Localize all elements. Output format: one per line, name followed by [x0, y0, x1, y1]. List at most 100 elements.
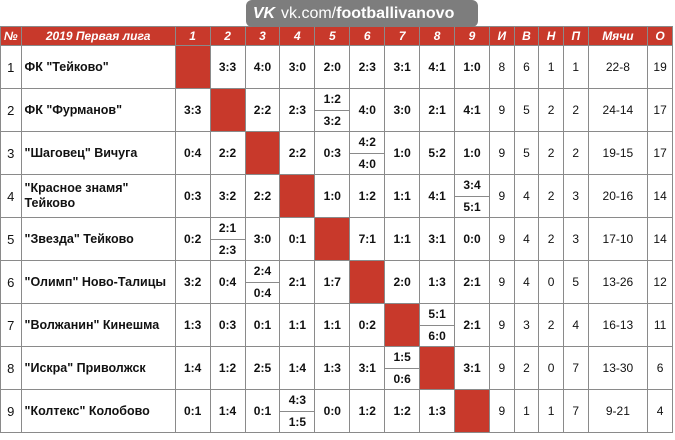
- stat-goals: 19-15: [587, 131, 649, 175]
- score-cell: 3:0: [384, 88, 421, 132]
- stat-draws: 2: [538, 131, 564, 175]
- stat-wins: 4: [513, 174, 540, 218]
- crosstable: № 2019 Первая лига 1 2 3 4 5 6 7 8 9 И В…: [0, 26, 673, 433]
- stat-draws: 1: [538, 45, 564, 89]
- table-row: 4 "Красное знамя" Тейково 0:3 3:2 2:2 1:0 1:2 1…: [0, 174, 673, 218]
- score-cell-second: 0:6: [384, 367, 421, 390]
- header-row: № 2019 Первая лига 1 2 3 4 5 6 7 8 9 И В…: [0, 26, 673, 46]
- stat-points: 14: [647, 217, 673, 261]
- score-cell: 3:2: [174, 260, 211, 304]
- diagonal-cell: [419, 346, 456, 390]
- team-number: 7: [0, 303, 22, 347]
- stat-points: 17: [647, 131, 673, 175]
- stat-goals: 22-8: [587, 45, 649, 89]
- header-games: И: [488, 26, 515, 46]
- stat-draws: 2: [538, 174, 564, 218]
- diagonal-cell: [244, 131, 281, 175]
- stat-points: 4: [647, 389, 673, 433]
- watermark: VK vk.com/footballivanovo: [246, 0, 478, 27]
- stat-games: 9: [488, 174, 515, 218]
- stat-wins: 1: [513, 389, 540, 433]
- score-cell: 4:0: [244, 45, 281, 89]
- score-cell: 0:3: [174, 174, 211, 218]
- stat-games: 8: [488, 45, 515, 89]
- stat-wins: 4: [513, 217, 540, 261]
- score-cell: 0:1: [244, 389, 281, 433]
- stat-goals: 13-26: [587, 260, 649, 304]
- score-cell: 4:0: [349, 88, 386, 132]
- score-cell: 2:1: [454, 303, 490, 347]
- score-cell: 1:2: [384, 389, 421, 433]
- team-number: 2: [0, 88, 22, 132]
- diagonal-cell: [454, 389, 490, 433]
- score-cell: 3:1: [384, 45, 421, 89]
- header-col-9: 9: [454, 26, 490, 46]
- score-cell: 1:1: [279, 303, 316, 347]
- score-cell: 3:0: [279, 45, 316, 89]
- watermark-site: footballivanovo: [336, 4, 455, 22]
- score-cell-second: 4:0: [349, 152, 386, 175]
- score-cell: 0:4: [209, 260, 246, 304]
- team-name: ФК "Фурманов": [20, 88, 176, 132]
- stat-losses: 7: [562, 389, 589, 433]
- score-cell: 3:1: [419, 217, 456, 261]
- score-cell: 4:3: [279, 389, 316, 412]
- score-cell-second: 1:5: [279, 410, 316, 433]
- score-cell: 3:1: [349, 346, 386, 390]
- header-col-1: 1: [174, 26, 211, 46]
- diagonal-cell: [209, 88, 246, 132]
- score-cell: 1:4: [174, 346, 211, 390]
- score-cell: 2:1: [279, 260, 316, 304]
- table-row: 2 ФК "Фурманов" 3:3 2:2 2:3 1:2 4:0 3:0 2:1 4:1 9 5…: [0, 88, 673, 132]
- score-cell-second: 3:2: [314, 109, 351, 132]
- diagonal-cell: [384, 303, 421, 347]
- stat-wins: 5: [513, 131, 540, 175]
- score-cell: 2:2: [279, 131, 316, 175]
- diagonal-cell: [314, 217, 351, 261]
- team-name: "Красное знамя" Тейково: [20, 174, 176, 218]
- score-cell: 1:2: [314, 88, 351, 111]
- stat-wins: 3: [513, 303, 540, 347]
- table-row: 6 "Олимп" Ново-Талицы 3:2 0:4 2:4 2:1 1:7 2:0 1:…: [0, 260, 673, 304]
- table-row-second-line: 3:2: [1, 109, 673, 132]
- score-cell: 0:2: [174, 217, 211, 261]
- vk-logo-icon: VK: [252, 4, 276, 22]
- stat-goals: 20-16: [587, 174, 649, 218]
- stat-goals: 13-30: [587, 346, 649, 390]
- diagonal-cell: [279, 174, 316, 218]
- score-cell: 1:0: [454, 45, 490, 89]
- table-row: 7 "Волжанин" Кинешма 1:3 0:3 0:1 1:1 1:1 0:2 5:1…: [0, 303, 673, 347]
- header-col-6: 6: [349, 26, 386, 46]
- score-cell: 3:4: [454, 174, 490, 197]
- score-cell: 2:4: [244, 260, 281, 283]
- score-cell: 1:0: [454, 131, 490, 175]
- score-cell: 1:7: [314, 260, 351, 304]
- score-cell-second: 2:3: [209, 238, 246, 261]
- score-cell: 3:0: [244, 217, 281, 261]
- score-cell: 0:1: [244, 303, 281, 347]
- score-cell: 1:3: [174, 303, 211, 347]
- score-cell: 2:1: [419, 88, 456, 132]
- score-cell: 0:3: [209, 303, 246, 347]
- score-cell: 1:3: [419, 260, 456, 304]
- header-league: 2019 Первая лига: [20, 26, 176, 46]
- stat-losses: 2: [562, 131, 589, 175]
- diagonal-cell: [349, 260, 386, 304]
- header-col-5: 5: [314, 26, 351, 46]
- header-col-4: 4: [279, 26, 316, 46]
- stat-points: 12: [647, 260, 673, 304]
- team-number: 9: [0, 389, 22, 433]
- table-row-second-line: 1:5: [1, 410, 673, 433]
- stat-draws: 2: [538, 88, 564, 132]
- stat-games: 9: [488, 131, 515, 175]
- score-cell: 1:4: [279, 346, 316, 390]
- stat-wins: 4: [513, 260, 540, 304]
- stat-goals: 24-14: [587, 88, 649, 132]
- stat-losses: 3: [562, 174, 589, 218]
- stat-losses: 2: [562, 88, 589, 132]
- score-cell: 2:5: [244, 346, 281, 390]
- stat-wins: 6: [513, 45, 540, 89]
- score-cell: 1:3: [419, 389, 456, 433]
- stat-losses: 5: [562, 260, 589, 304]
